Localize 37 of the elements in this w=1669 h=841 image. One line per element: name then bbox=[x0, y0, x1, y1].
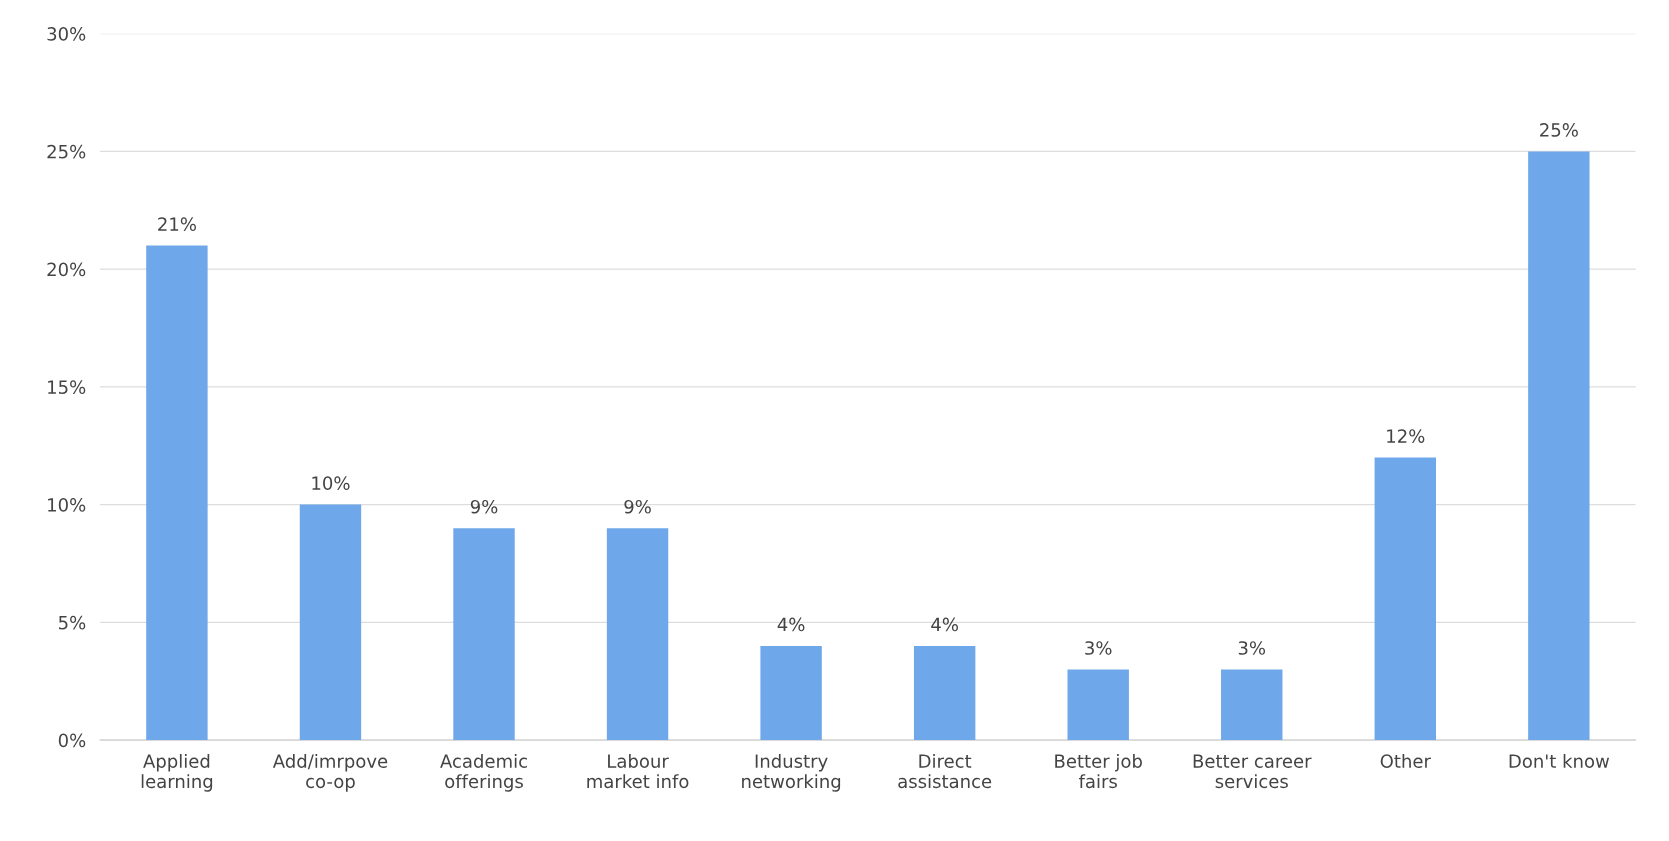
data-label: 12% bbox=[1387, 429, 1425, 443]
data-label: 21% bbox=[158, 217, 196, 231]
data-label: 3% bbox=[1238, 641, 1266, 655]
bar bbox=[760, 645, 822, 741]
y-tick-label: 30% bbox=[47, 27, 86, 41]
y-tick-label: 10% bbox=[48, 498, 86, 512]
x-tick-label: Add/imrpove co-op bbox=[272, 753, 388, 792]
x-tick-label: Don't know bbox=[1509, 753, 1610, 768]
data-label: 4% bbox=[931, 617, 958, 632]
bar bbox=[146, 245, 208, 741]
x-tick-label: Academic offerings bbox=[440, 753, 527, 792]
data-label: 4% bbox=[777, 617, 805, 632]
x-tick-label: Other bbox=[1380, 753, 1431, 768]
y-tick-label: 5% bbox=[59, 615, 86, 630]
data-label: 10% bbox=[312, 476, 350, 490]
y-tick-label: 0% bbox=[58, 733, 86, 748]
y-tick-label: 15% bbox=[48, 380, 86, 394]
x-tick-label: Direct assistance bbox=[898, 753, 992, 789]
data-label: 3% bbox=[1085, 641, 1112, 655]
x-tick-label: Better career services bbox=[1193, 754, 1312, 789]
x-tick-label: Labour market info bbox=[587, 753, 689, 789]
x-tick-label: Better job fairs bbox=[1055, 753, 1142, 789]
bar bbox=[1221, 669, 1283, 741]
bar bbox=[299, 504, 362, 741]
bar bbox=[1374, 457, 1437, 741]
bar bbox=[1528, 151, 1590, 741]
bar bbox=[1067, 669, 1129, 741]
data-label: 25% bbox=[1540, 123, 1578, 137]
bar bbox=[606, 528, 669, 741]
y-tick-label: 20% bbox=[47, 262, 86, 277]
bar bbox=[913, 645, 976, 741]
x-tick-label: Applied learning bbox=[141, 753, 213, 792]
data-label: 9% bbox=[624, 499, 651, 514]
y-tick-label: 25% bbox=[47, 144, 86, 159]
data-label: 9% bbox=[470, 499, 498, 514]
bar bbox=[453, 528, 515, 741]
x-tick-label: Industry networking bbox=[742, 753, 841, 792]
